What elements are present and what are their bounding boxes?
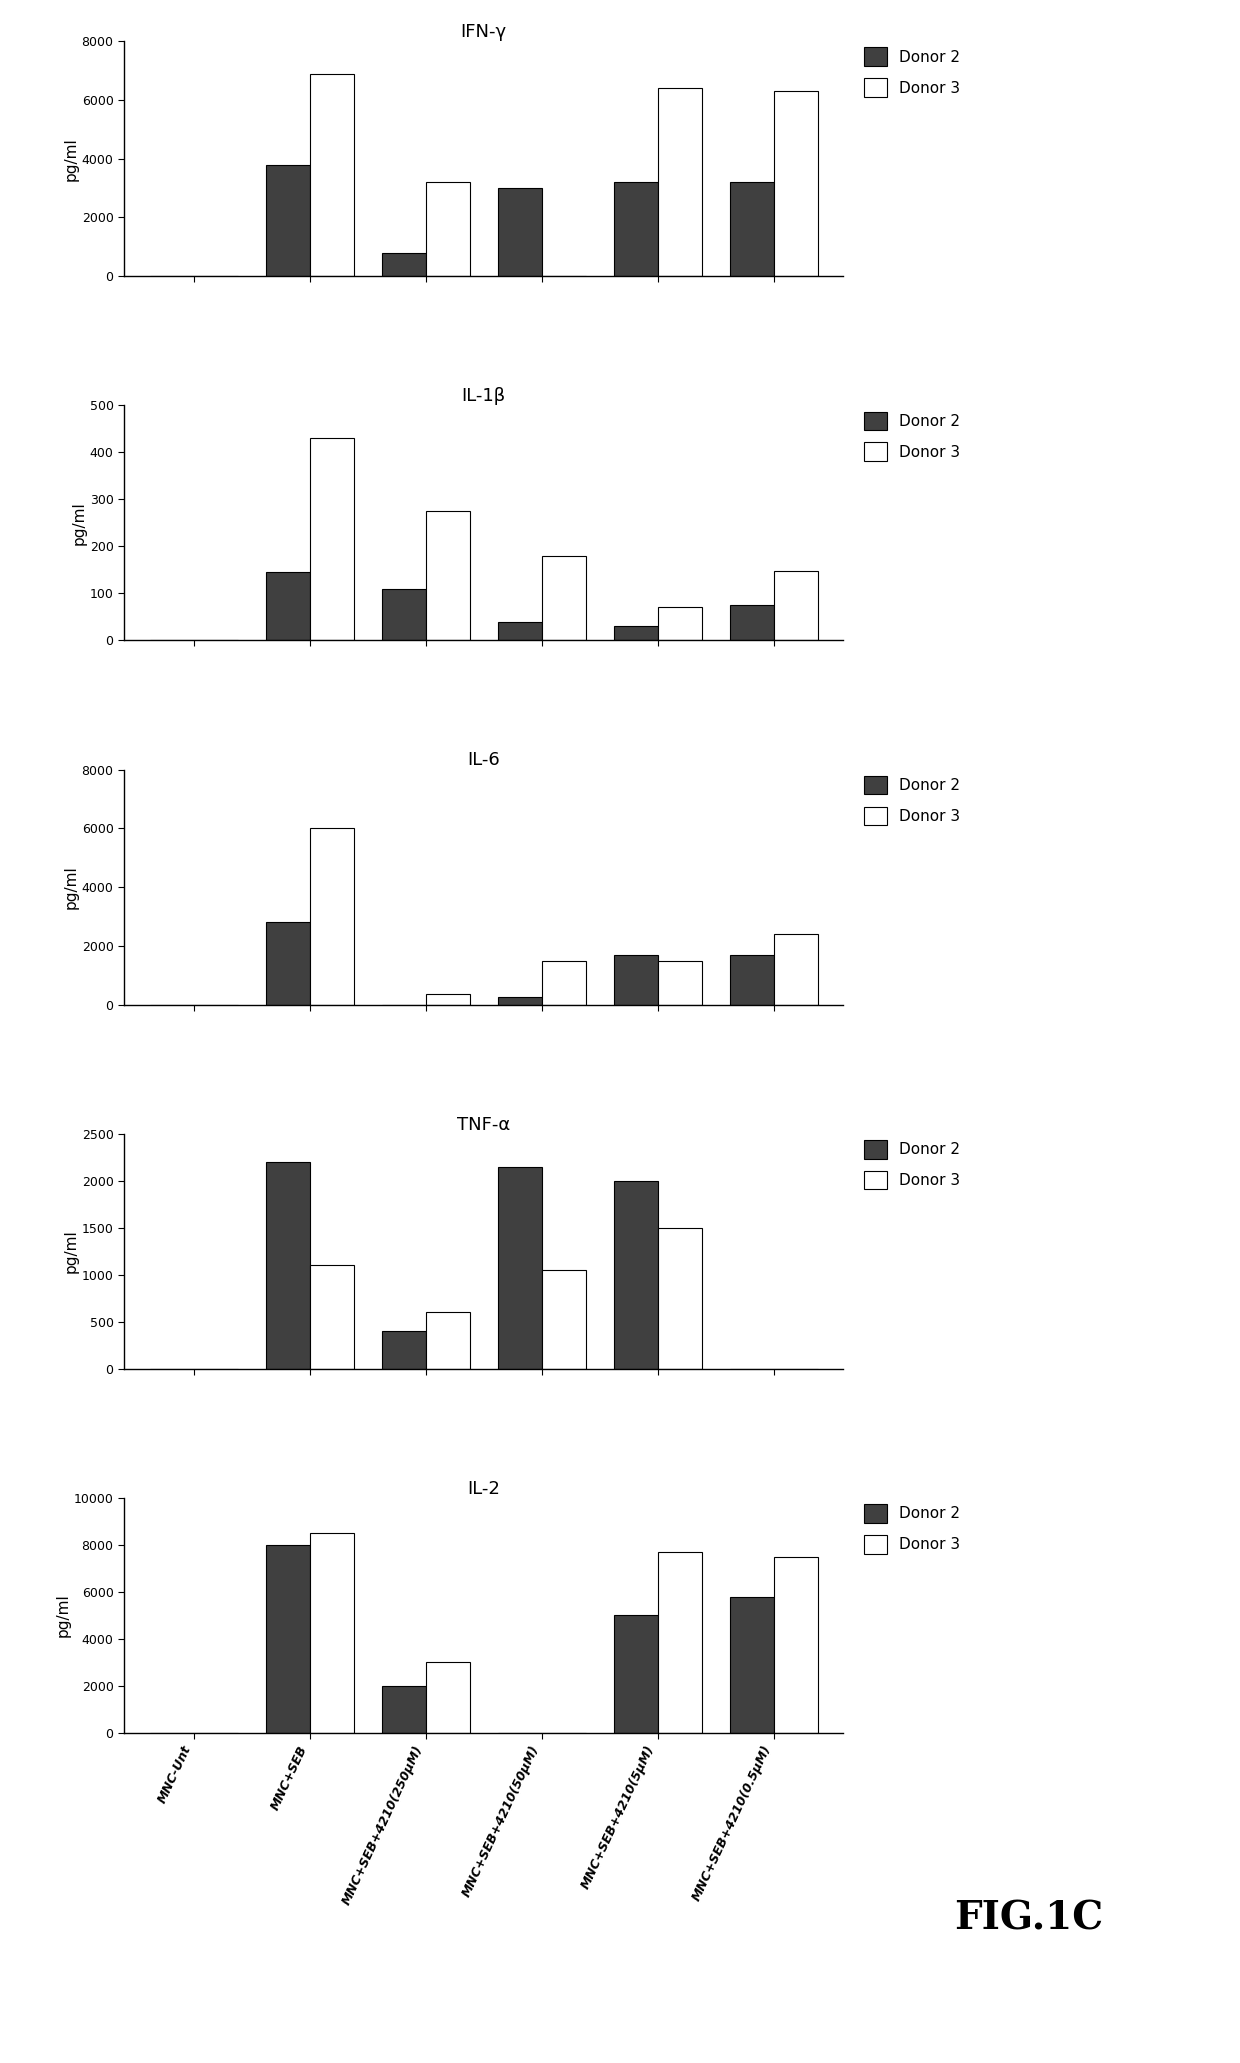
- Title: IL-1β: IL-1β: [461, 388, 506, 404]
- Bar: [310, 437, 353, 640]
- Bar: [382, 1685, 425, 1733]
- Bar: [497, 996, 542, 1005]
- Title: IL-2: IL-2: [467, 1479, 500, 1498]
- Y-axis label: pg/ml: pg/ml: [63, 136, 79, 182]
- Bar: [774, 1558, 817, 1733]
- Bar: [310, 74, 353, 276]
- Bar: [542, 555, 585, 640]
- Bar: [310, 1265, 353, 1368]
- Bar: [425, 1312, 470, 1368]
- Bar: [614, 182, 657, 276]
- Bar: [497, 188, 542, 276]
- Bar: [542, 961, 585, 1005]
- Bar: [310, 1533, 353, 1733]
- Bar: [729, 955, 774, 1005]
- Bar: [425, 182, 470, 276]
- Bar: [614, 627, 657, 640]
- Bar: [265, 1545, 310, 1733]
- Bar: [425, 994, 470, 1005]
- Bar: [729, 1597, 774, 1733]
- Title: IFN-γ: IFN-γ: [460, 23, 507, 41]
- Y-axis label: pg/ml: pg/ml: [64, 1230, 79, 1273]
- Legend: Donor 2, Donor 3: Donor 2, Donor 3: [858, 769, 966, 831]
- Bar: [265, 571, 310, 640]
- Bar: [657, 607, 702, 640]
- Y-axis label: pg/ml: pg/ml: [56, 1593, 71, 1638]
- Bar: [265, 1161, 310, 1368]
- Legend: Donor 2, Donor 3: Donor 2, Donor 3: [858, 1498, 966, 1560]
- Bar: [425, 512, 470, 640]
- Bar: [774, 571, 817, 640]
- Bar: [657, 961, 702, 1005]
- Text: FIG.1C: FIG.1C: [955, 1900, 1104, 1937]
- Bar: [614, 1180, 657, 1368]
- Y-axis label: pg/ml: pg/ml: [63, 864, 79, 910]
- Bar: [542, 1271, 585, 1368]
- Title: TNF-α: TNF-α: [458, 1116, 510, 1135]
- Bar: [729, 182, 774, 276]
- Bar: [614, 955, 657, 1005]
- Bar: [657, 89, 702, 276]
- Legend: Donor 2, Donor 3: Donor 2, Donor 3: [858, 406, 966, 466]
- Bar: [729, 604, 774, 640]
- Bar: [657, 1227, 702, 1368]
- Bar: [774, 91, 817, 276]
- Title: IL-6: IL-6: [467, 751, 500, 769]
- Bar: [425, 1663, 470, 1733]
- Legend: Donor 2, Donor 3: Donor 2, Donor 3: [858, 1135, 966, 1197]
- Y-axis label: pg/ml: pg/ml: [72, 501, 87, 545]
- Bar: [310, 829, 353, 1005]
- Bar: [382, 1331, 425, 1368]
- Bar: [614, 1615, 657, 1733]
- Bar: [657, 1551, 702, 1733]
- Bar: [774, 935, 817, 1005]
- Legend: Donor 2, Donor 3: Donor 2, Donor 3: [858, 41, 966, 103]
- Bar: [497, 621, 542, 640]
- Bar: [497, 1168, 542, 1368]
- Bar: [265, 922, 310, 1005]
- Bar: [382, 254, 425, 276]
- Bar: [265, 165, 310, 276]
- Bar: [382, 588, 425, 640]
